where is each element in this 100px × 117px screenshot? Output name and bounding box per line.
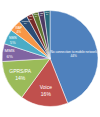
- svg-text:MMS6%: MMS6%: [5, 48, 15, 59]
- svg-text:SMS5%: SMS5%: [9, 36, 18, 45]
- svg-text:RES/PI2%: RES/PI2%: [34, 14, 39, 17]
- svg-text:MBB2%: MBB2%: [40, 12, 44, 16]
- svg-text:WAP4%: WAP4%: [15, 26, 22, 34]
- svg-text:GPRS/PA14%: GPRS/PA14%: [9, 68, 32, 81]
- svg-text:Voice16%: Voice16%: [40, 84, 52, 97]
- svg-text:Other2%: Other2%: [45, 11, 49, 15]
- svg-text:No connection to mobile networ: No connection to mobile network44%: [51, 50, 98, 58]
- svg-text:Roaming3%: Roaming3%: [22, 20, 29, 24]
- svg-text:SIM2%: SIM2%: [29, 15, 33, 19]
